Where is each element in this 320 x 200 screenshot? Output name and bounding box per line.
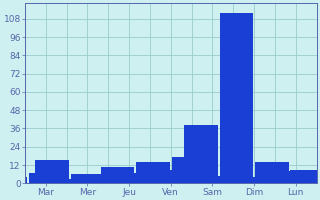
Bar	[101, 167, 134, 183]
Bar	[106, 176, 140, 183]
Bar	[279, 171, 313, 183]
Bar	[112, 173, 146, 183]
Bar	[183, 173, 217, 183]
Bar	[290, 170, 320, 183]
Bar	[148, 173, 181, 183]
Bar	[314, 174, 320, 183]
Bar	[255, 162, 289, 183]
Bar	[35, 160, 69, 183]
Bar	[207, 176, 241, 183]
Bar	[71, 174, 104, 183]
Bar	[0, 177, 27, 183]
Bar	[41, 179, 75, 183]
Bar	[64, 179, 98, 183]
Bar	[142, 170, 176, 183]
Bar	[172, 157, 205, 183]
Bar	[249, 177, 282, 183]
Bar	[244, 179, 277, 183]
Bar	[178, 176, 212, 183]
Bar	[29, 173, 62, 183]
Bar	[213, 177, 247, 183]
Bar	[77, 174, 110, 183]
Bar	[184, 125, 218, 183]
Bar	[220, 13, 253, 183]
Bar	[136, 162, 170, 183]
